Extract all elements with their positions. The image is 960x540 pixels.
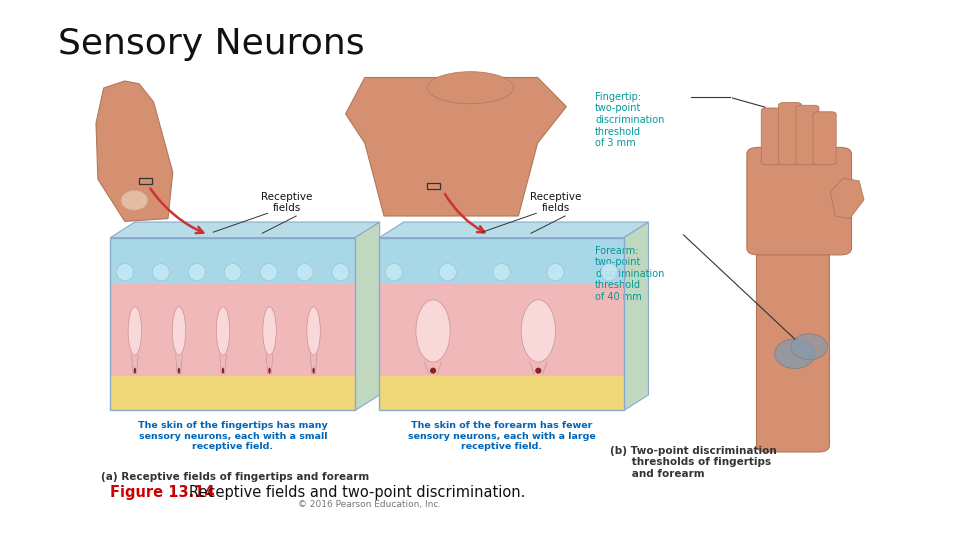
Polygon shape (110, 222, 380, 238)
Polygon shape (379, 238, 624, 284)
Text: Receptive
fields: Receptive fields (530, 192, 581, 213)
Polygon shape (96, 81, 173, 221)
FancyBboxPatch shape (796, 105, 819, 165)
Ellipse shape (427, 72, 514, 104)
Text: (a) Receptive fields of fingertips and forearm: (a) Receptive fields of fingertips and f… (101, 472, 369, 483)
Ellipse shape (260, 264, 277, 281)
Polygon shape (379, 376, 624, 410)
Ellipse shape (133, 368, 136, 374)
Text: (b) Two-point discrimination
      thresholds of fingertips
      and forearm: (b) Two-point discrimination thresholds … (610, 446, 777, 478)
FancyBboxPatch shape (761, 108, 784, 165)
Ellipse shape (536, 368, 541, 374)
Polygon shape (379, 284, 624, 376)
Text: The skin of the fingertips has many
sensory neurons, each with a small
receptive: The skin of the fingertips has many sens… (138, 421, 327, 451)
Polygon shape (830, 178, 864, 219)
Ellipse shape (153, 264, 170, 281)
Text: Receptive
fields: Receptive fields (261, 192, 312, 213)
Ellipse shape (172, 307, 185, 355)
Text: Receptive fields and two-point discrimination.: Receptive fields and two-point discrimin… (189, 485, 525, 500)
Ellipse shape (439, 264, 456, 281)
Text: Forearm:
two-point
discrimination
threshold
of 40 mm: Forearm: two-point discrimination thresh… (595, 246, 664, 302)
Ellipse shape (416, 300, 450, 362)
Polygon shape (379, 222, 649, 238)
Bar (139, 178, 152, 184)
Ellipse shape (791, 334, 828, 360)
FancyBboxPatch shape (747, 147, 852, 255)
Ellipse shape (296, 264, 313, 281)
Ellipse shape (601, 264, 618, 281)
Ellipse shape (307, 307, 321, 355)
Ellipse shape (178, 368, 180, 374)
Ellipse shape (263, 307, 276, 355)
Ellipse shape (493, 264, 510, 281)
Ellipse shape (116, 264, 133, 281)
FancyBboxPatch shape (756, 212, 829, 452)
Ellipse shape (521, 300, 556, 362)
Ellipse shape (430, 368, 436, 374)
Ellipse shape (775, 339, 815, 368)
Text: © 2016 Pearson Education, Inc.: © 2016 Pearson Education, Inc. (298, 501, 442, 509)
Ellipse shape (121, 191, 148, 210)
Ellipse shape (216, 307, 229, 355)
FancyBboxPatch shape (779, 103, 802, 165)
Bar (427, 183, 440, 189)
Polygon shape (624, 222, 649, 410)
Ellipse shape (332, 264, 349, 281)
Ellipse shape (385, 264, 402, 281)
Ellipse shape (222, 368, 225, 374)
Ellipse shape (268, 368, 271, 374)
Text: Figure 13.14: Figure 13.14 (110, 485, 215, 500)
Ellipse shape (312, 368, 315, 374)
Ellipse shape (188, 264, 205, 281)
Polygon shape (355, 222, 380, 410)
Ellipse shape (128, 307, 142, 355)
Text: The skin of the forearm has fewer
sensory neurons, each with a large
receptive f: The skin of the forearm has fewer sensor… (408, 421, 595, 451)
Ellipse shape (225, 264, 241, 281)
Polygon shape (110, 238, 355, 284)
Polygon shape (346, 77, 566, 216)
Text: Fingertip:
two-point
discrimination
threshold
of 3 mm: Fingertip: two-point discrimination thre… (595, 92, 664, 148)
FancyBboxPatch shape (813, 112, 836, 165)
Polygon shape (110, 376, 355, 410)
Text: Sensory Neurons: Sensory Neurons (58, 27, 364, 61)
Ellipse shape (547, 264, 564, 281)
Polygon shape (110, 284, 355, 376)
